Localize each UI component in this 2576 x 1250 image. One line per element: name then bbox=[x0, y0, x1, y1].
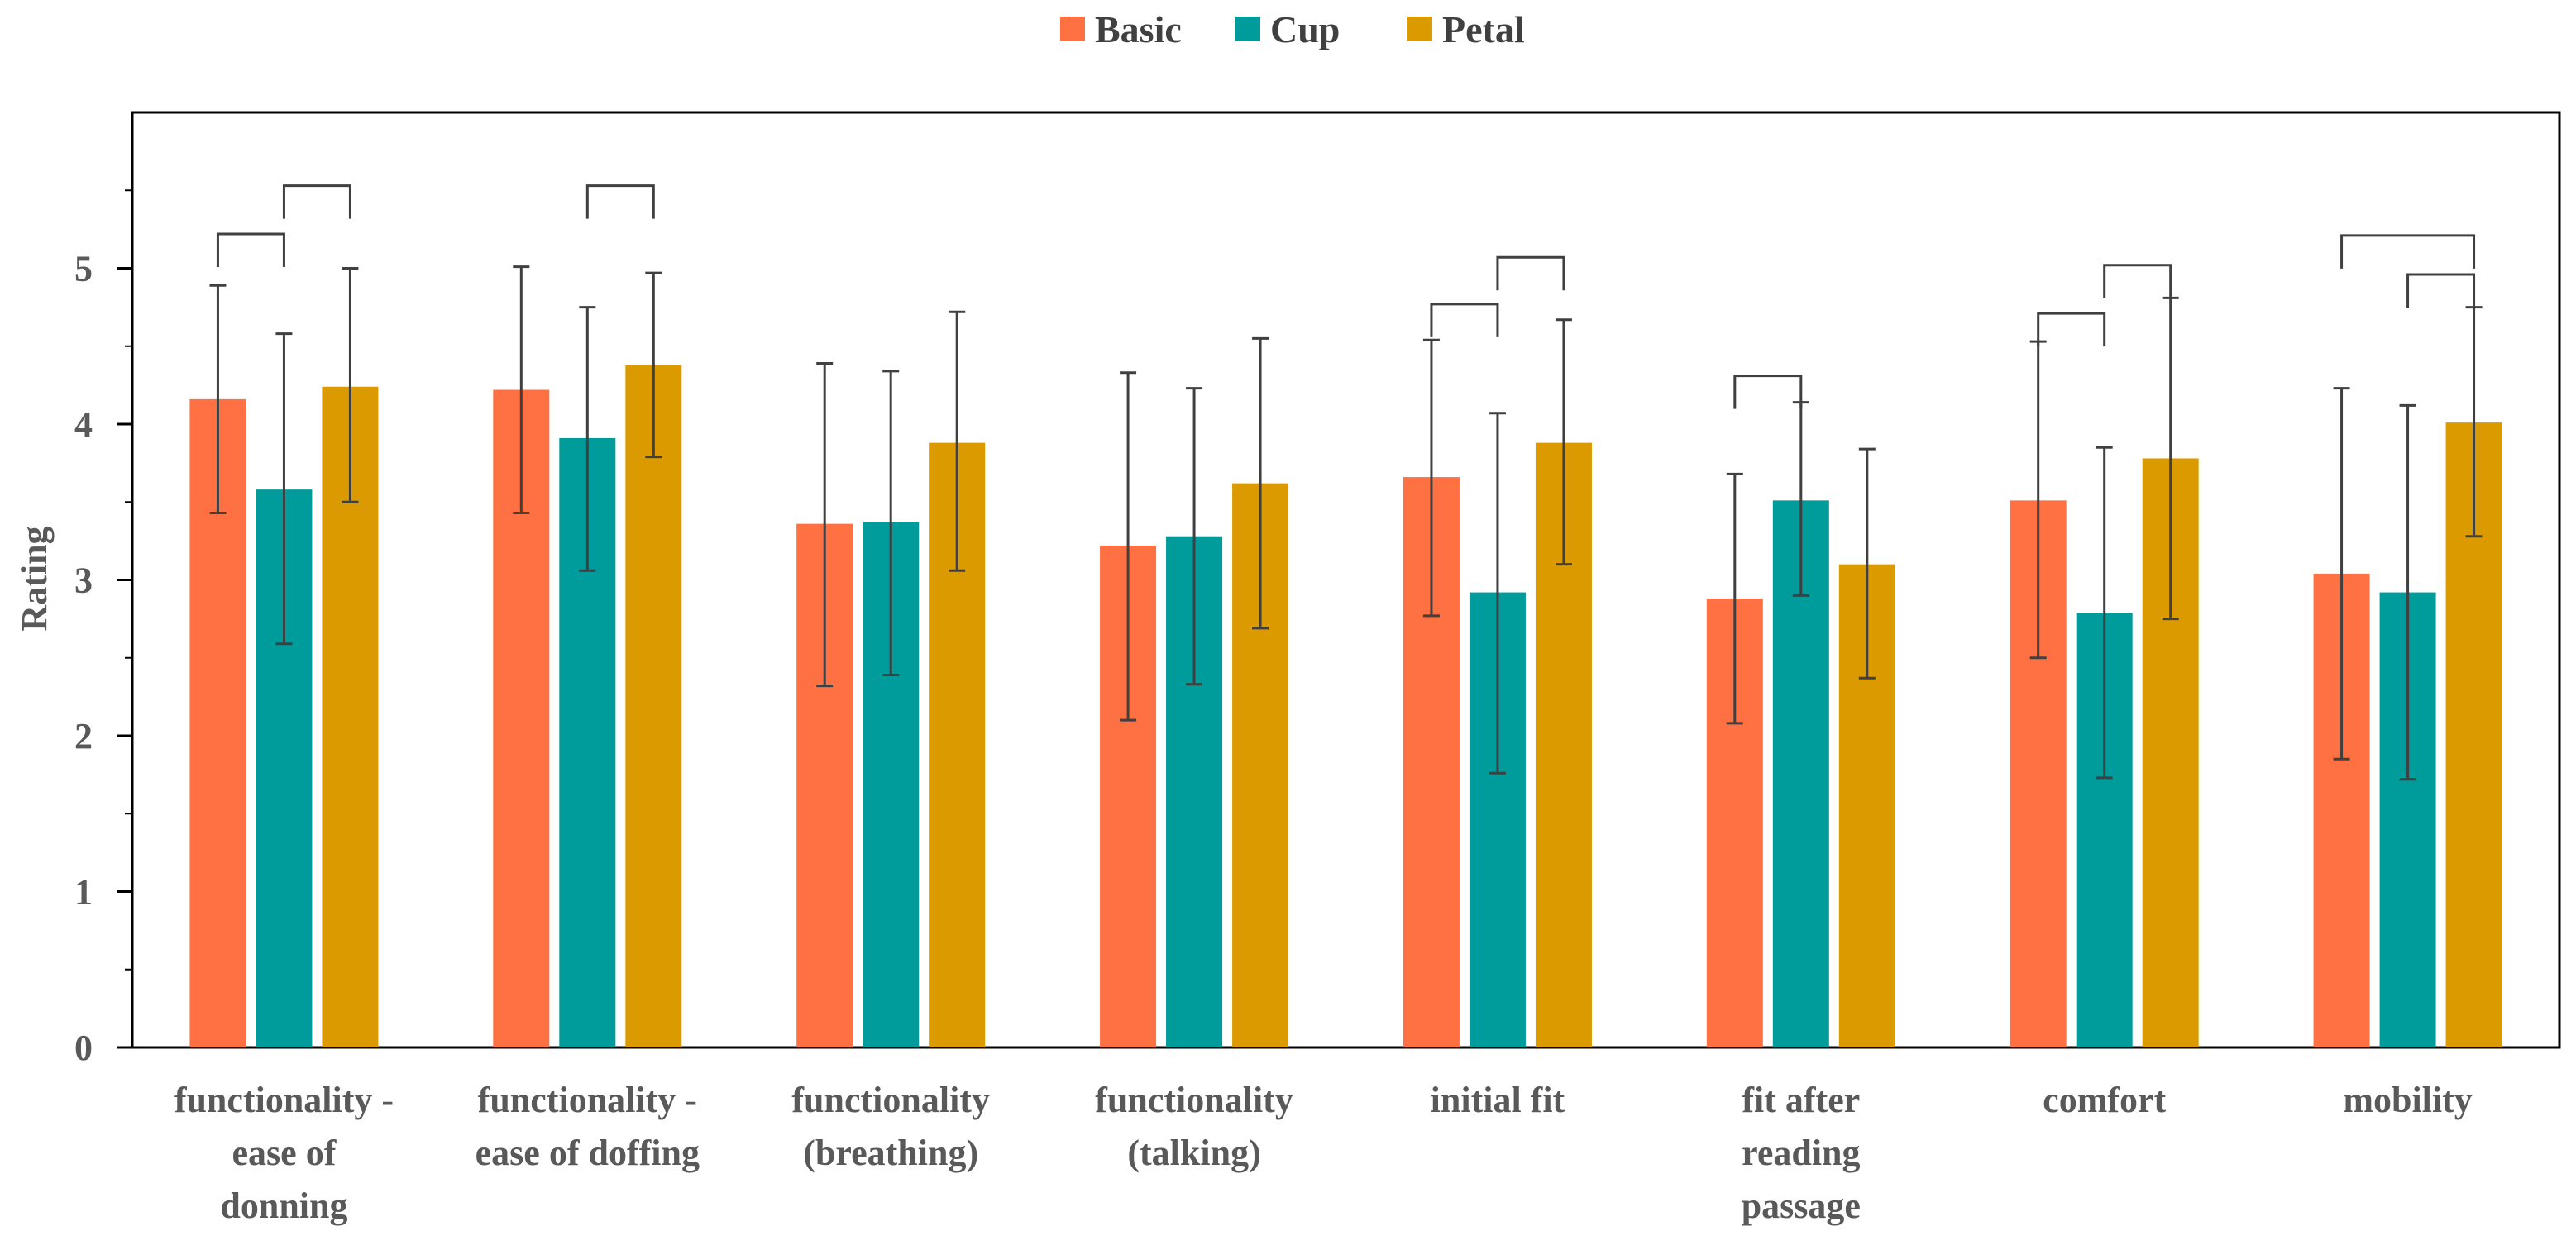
x-category-label: mobility bbox=[2343, 1080, 2472, 1120]
significance-bracket bbox=[2037, 312, 2106, 347]
error-bars-layer bbox=[209, 265, 2483, 781]
x-axis: functionality -ease of donning functionali… bbox=[174, 1080, 2473, 1226]
significance-bracket bbox=[1733, 375, 1803, 409]
error-bar-petal bbox=[1555, 318, 1572, 566]
legend-label: Petal bbox=[1442, 8, 1525, 50]
legend-label: Cup bbox=[1270, 8, 1340, 50]
legend-swatch bbox=[1060, 17, 1085, 41]
error-bar-cup bbox=[2399, 403, 2416, 781]
legend-swatch bbox=[1407, 17, 1432, 41]
significance-brackets-layer bbox=[216, 184, 2476, 409]
error-bar-cup bbox=[882, 370, 900, 676]
error-bar-cup bbox=[1489, 412, 1506, 775]
y-tick-label: 0 bbox=[74, 1028, 93, 1068]
bar-petal bbox=[625, 365, 682, 1047]
x-category-label: initial fit bbox=[1431, 1080, 1565, 1120]
error-bar-petal bbox=[1858, 447, 1876, 680]
error-bar-cup bbox=[579, 306, 596, 572]
error-bar-basic bbox=[1726, 472, 1743, 725]
bars-layer bbox=[189, 365, 2502, 1048]
error-bar-petal bbox=[949, 310, 966, 572]
legend-item-petal: Petal bbox=[1407, 8, 1525, 50]
y-tick-label: 3 bbox=[74, 561, 93, 601]
legend-label: Basic bbox=[1095, 8, 1182, 50]
error-bar-cup bbox=[1186, 387, 1203, 686]
significance-bracket bbox=[216, 232, 285, 268]
y-tick-label: 5 bbox=[74, 249, 93, 289]
significance-bracket bbox=[2406, 273, 2476, 308]
significance-bracket bbox=[2340, 234, 2476, 269]
legend-item-cup: Cup bbox=[1235, 8, 1340, 50]
error-bar-cup bbox=[275, 332, 293, 646]
error-bar-petal bbox=[1252, 336, 1269, 630]
y-axis: 0 1 2 3 4 5 bbox=[74, 189, 132, 1068]
significance-bracket bbox=[282, 184, 351, 219]
significance-bracket bbox=[2103, 264, 2172, 298]
x-category-label: comfort bbox=[2043, 1080, 2166, 1120]
x-category-label: functionality -ease of donning bbox=[174, 1080, 394, 1226]
error-bar-basic bbox=[209, 284, 227, 514]
significance-bracket bbox=[585, 184, 655, 219]
y-axis-label: Rating bbox=[14, 526, 55, 631]
error-bar-basic bbox=[2333, 387, 2350, 761]
legend: Basic Cup Petal bbox=[1060, 8, 1525, 50]
significance-bracket bbox=[1430, 303, 1499, 337]
y-tick-label: 1 bbox=[74, 872, 93, 913]
error-bar-basic bbox=[1120, 371, 1137, 722]
x-category-label: fit after reading passage bbox=[1742, 1080, 1861, 1226]
error-bar-basic bbox=[1422, 338, 1440, 618]
error-bar-basic bbox=[513, 265, 530, 514]
error-bar-basic bbox=[816, 361, 834, 688]
y-tick-label: 2 bbox=[74, 716, 93, 756]
legend-item-basic: Basic bbox=[1060, 8, 1182, 50]
x-category-label: functionality (breathing) bbox=[791, 1080, 990, 1173]
error-bar-petal bbox=[645, 271, 662, 459]
x-category-label: functionality (talking) bbox=[1095, 1080, 1293, 1173]
significance-bracket bbox=[1496, 255, 1565, 291]
error-bar-petal bbox=[342, 267, 359, 503]
legend-swatch bbox=[1235, 17, 1260, 41]
error-bar-cup bbox=[2096, 446, 2113, 780]
y-tick-label: 4 bbox=[74, 404, 93, 445]
x-category-label: functionality -ease of doffing bbox=[476, 1080, 700, 1173]
